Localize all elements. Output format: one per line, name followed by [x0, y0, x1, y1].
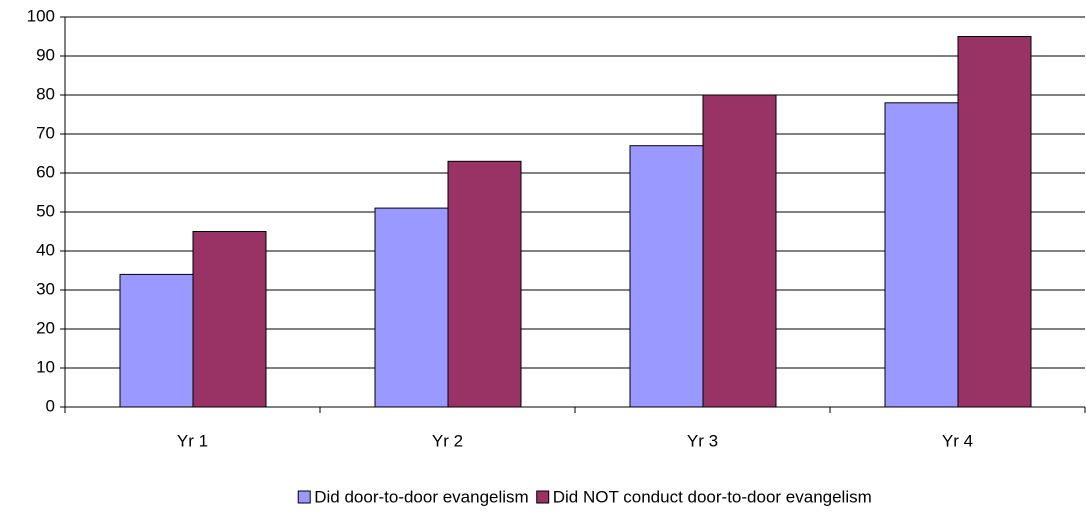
y-tick-label: 80 [36, 84, 55, 103]
bar [374, 207, 449, 408]
bar [447, 160, 522, 408]
y-tick-label: 50 [36, 201, 55, 220]
legend-label: Did NOT conduct door-to-door evangelism [553, 487, 872, 506]
legend-swatch [536, 490, 550, 504]
x-tick-label: Yr 4 [942, 431, 973, 450]
y-tick-label: 60 [36, 162, 55, 181]
y-tick-label: 100 [27, 6, 55, 25]
legend-label: Did door-to-door evangelism [314, 487, 529, 506]
bar [192, 231, 267, 408]
y-tick-label: 90 [36, 45, 55, 64]
bar [957, 36, 1032, 408]
bar [884, 102, 959, 408]
y-tick-label: 40 [36, 240, 55, 259]
x-tick-label: Yr 1 [177, 431, 208, 450]
y-tick-label: 10 [36, 357, 55, 376]
legend-swatch [297, 490, 311, 504]
bar [629, 145, 704, 408]
bar [702, 94, 777, 408]
x-tick-label: Yr 3 [687, 431, 718, 450]
y-tick-label: 30 [36, 279, 55, 298]
y-tick-label: 20 [36, 318, 55, 337]
x-tick-label: Yr 2 [432, 431, 463, 450]
y-tick-label: 0 [46, 396, 55, 415]
y-tick-label: 70 [36, 123, 55, 142]
bar [119, 273, 194, 408]
